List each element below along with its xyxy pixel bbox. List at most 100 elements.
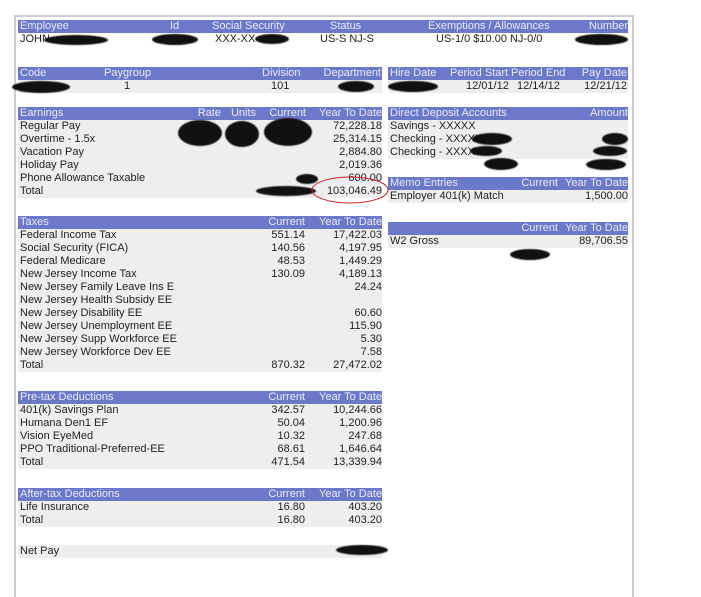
row-label: Checking - XXXXXX [390, 133, 490, 145]
row-value: 5.30 [360, 333, 382, 345]
column-header: Year To Date [319, 216, 382, 228]
column-header: Year To Date [319, 391, 382, 403]
row-value: 89,706.55 [579, 235, 628, 247]
row-value: 1,646.64 [339, 443, 382, 455]
row-value: 403.20 [348, 514, 382, 526]
row-label: New Jersey Family Leave Ins E [20, 281, 175, 293]
row-value: 72,228.18 [333, 120, 382, 132]
redacted [510, 249, 550, 260]
table-row: Employer 401(k) Match 1,500.00 [388, 190, 628, 203]
row-value: 103,046.49 [326, 185, 382, 197]
row-value: 1,449.29 [339, 255, 382, 267]
header-number: Number [588, 20, 628, 32]
table-row: Holiday Pay 2,019.36 [18, 159, 382, 172]
row-label: Phone Allowance Taxable [20, 172, 146, 184]
table-row: Federal Medicare 48.53 1,449.29 [18, 255, 382, 268]
table-row: Vacation Pay 2,884.80 [18, 146, 382, 159]
column-header: Year To Date [319, 488, 382, 500]
redacted [484, 158, 518, 170]
paystub-frame [14, 15, 634, 597]
header-division: Division [262, 67, 301, 79]
total-row: Total 16.80 403.20 [18, 514, 382, 527]
row-value: 4,197.95 [339, 242, 382, 254]
paygroup-value: 1 [124, 80, 131, 92]
redacted [225, 121, 259, 147]
row-label: Total [20, 456, 44, 468]
row-label: Total [20, 514, 44, 526]
code-row: 1 101 [12, 80, 382, 93]
redacted [12, 81, 70, 93]
row-value: 2,019.36 [339, 159, 382, 171]
column-header: After-tax Deductions [20, 488, 120, 500]
w2-header: Current Year To Date [388, 222, 628, 235]
row-value: 471.54 [271, 456, 305, 468]
total-row: Total 870.32 27,472.02 [18, 359, 382, 372]
row-value: 1,500.00 [585, 190, 628, 202]
header-hire-date: Hire Date [390, 67, 437, 79]
redacted [264, 118, 312, 146]
dates-row: 12/01/12 12/14/12 12/21/12 [388, 80, 628, 93]
row-label: New Jersey Income Tax [20, 268, 137, 280]
column-header: Amount [590, 107, 628, 119]
annotation-layer [311, 176, 389, 204]
row-value: 13,339.94 [333, 456, 382, 468]
header-period-end: Period End [511, 67, 566, 79]
column-header: Current [268, 488, 305, 500]
row-label: Federal Medicare [20, 255, 106, 267]
redacted [338, 81, 374, 92]
row-label: New Jersey Workforce Dev EE [20, 346, 171, 358]
table-row: Federal Income Tax 551.14 17,422.03 [18, 229, 382, 242]
redacted [602, 133, 628, 145]
redacted [575, 34, 628, 45]
row-value: 68.61 [277, 443, 305, 455]
row-value: 10,244.66 [333, 404, 382, 416]
row-label: Savings - XXXXX [390, 120, 476, 132]
row-label: Total [20, 185, 44, 197]
row-value: 17,422.03 [333, 229, 382, 241]
period-end-value: 12/14/12 [517, 80, 560, 92]
total-row: Total 471.54 13,339.94 [18, 456, 382, 469]
row-value: 50.04 [277, 417, 305, 429]
employee-header: Employee Id Social Security Status Exemp… [18, 20, 628, 33]
redacted [586, 159, 626, 170]
red-circle-annotation [311, 176, 389, 204]
pay-date-value: 12/21/12 [584, 80, 627, 92]
table-row: W2 Gross 89,706.55 [388, 235, 628, 248]
row-label: Vision EyeMed [20, 430, 94, 442]
memo-header: Memo Entries Current Year To Date [388, 177, 628, 190]
division-value: 101 [271, 80, 290, 92]
column-header: Current [268, 216, 305, 228]
header-pay-date: Pay Date [581, 67, 627, 79]
earnings-header: Earnings Rate Units Current Year To Date [18, 107, 382, 120]
redacted [152, 34, 198, 45]
redacted [256, 186, 316, 196]
row-value: 115.90 [349, 320, 382, 332]
header-status: Status [330, 20, 362, 32]
row-value: 247.68 [348, 430, 382, 442]
table-row: Vision EyeMed 10.32 247.68 [18, 430, 382, 443]
table-row: New Jersey Income Tax 130.09 4,189.13 [18, 268, 382, 281]
table-row: PPO Traditional-Preferred-EE 68.61 1,646.6… [18, 443, 382, 456]
table-row: Life Insurance 16.80 403.20 [18, 501, 382, 514]
row-label: Holiday Pay [20, 159, 79, 171]
row-value: 24.24 [354, 281, 382, 293]
row-label: Social Security (FICA) [20, 242, 129, 254]
column-header: Year To Date [565, 222, 628, 234]
table-row: Savings - XXXXX [388, 120, 628, 133]
period-start-value: 12/01/12 [466, 80, 509, 92]
redacted [255, 34, 289, 44]
deposits-header: Direct Deposit Accounts Amount [388, 107, 628, 120]
header-paygroup: Paygroup [104, 67, 152, 79]
row-label: W2 Gross [390, 235, 439, 247]
row-value: 4,189.13 [339, 268, 382, 280]
table-row: New Jersey Unemployment EE 115.90 [18, 320, 382, 333]
taxes-header: Taxes Current Year To Date [18, 216, 382, 229]
column-header: Taxes [20, 216, 49, 228]
aftertax-header: After-tax Deductions Current Year To Date [18, 488, 382, 501]
row-label: Regular Pay [20, 120, 81, 132]
row-label: PPO Traditional-Preferred-EE [20, 443, 165, 455]
header-code: Code [20, 67, 47, 79]
column-header: Current [521, 177, 558, 189]
table-row: Social Security (FICA) 140.56 4,197.95 [18, 242, 382, 255]
employee-name: JOHN [20, 33, 50, 45]
